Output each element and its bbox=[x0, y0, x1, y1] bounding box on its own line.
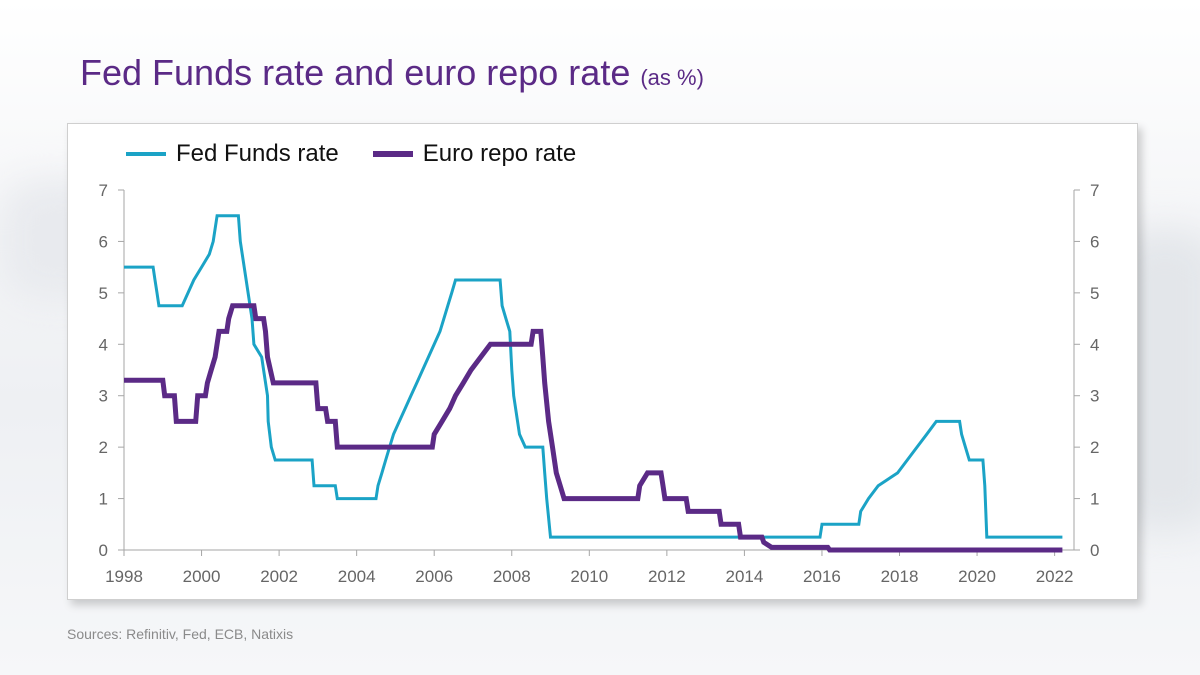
y-tick-label-right: 6 bbox=[1090, 232, 1099, 251]
x-tick-label: 2014 bbox=[725, 567, 763, 586]
legend-label-fed-funds: Fed Funds rate bbox=[176, 140, 339, 167]
y-tick-label-left: 4 bbox=[99, 335, 108, 354]
x-tick-label: 2018 bbox=[881, 567, 919, 586]
y-tick-label-right: 4 bbox=[1090, 335, 1099, 354]
y-tick-label-right: 1 bbox=[1090, 490, 1099, 509]
chart-panel: Fed Funds rate Euro repo rate 0 1 2 3 4 5 6 7 0 1… bbox=[67, 123, 1138, 600]
source-note: Sources: Refinitiv, Fed, ECB, Natixis bbox=[67, 626, 294, 642]
x-tick-label: 2008 bbox=[493, 567, 531, 586]
chart-legend: Fed Funds rate Euro repo rate bbox=[126, 140, 610, 168]
x-tick-label: 2004 bbox=[338, 567, 376, 586]
line-chart: 0 1 2 3 4 5 6 7 0 1 2 3 4 5 6 7 1998 2000 2002 2004 2006 2008… bbox=[99, 181, 1100, 586]
x-tick-label: 2006 bbox=[415, 567, 453, 586]
y-tick-label-left: 3 bbox=[99, 387, 108, 406]
y-tick-label-right: 3 bbox=[1090, 387, 1099, 406]
x-tick-label: 2022 bbox=[1036, 567, 1074, 586]
y-tick-label-right: 2 bbox=[1090, 438, 1099, 457]
x-tick-label: 1998 bbox=[105, 567, 143, 586]
y-tick-label-left: 5 bbox=[99, 284, 108, 303]
y-tick-label-left: 0 bbox=[99, 541, 108, 560]
y-tick-label-left: 2 bbox=[99, 438, 108, 457]
legend-swatch-euro-repo bbox=[372, 151, 413, 157]
x-tick-label: 2002 bbox=[260, 567, 298, 586]
legend-label-euro-repo: Euro repo rate bbox=[422, 140, 577, 167]
x-tick-label: 2000 bbox=[183, 567, 221, 586]
title-unit: (as %) bbox=[640, 65, 704, 90]
y-tick-label-left: 6 bbox=[99, 232, 108, 251]
x-tick-label: 2016 bbox=[803, 567, 841, 586]
y-tick-label-left: 7 bbox=[99, 181, 108, 200]
y-tick-label-right: 5 bbox=[1090, 284, 1099, 303]
y-tick-label-right: 0 bbox=[1090, 541, 1099, 560]
x-tick-label: 2012 bbox=[648, 567, 686, 586]
series-line-fed-funds bbox=[124, 214, 1063, 539]
y-tick-label-right: 7 bbox=[1090, 181, 1099, 200]
x-tick-label: 2020 bbox=[958, 567, 996, 586]
legend-item-fed-funds: Fed Funds rate bbox=[126, 140, 339, 168]
x-tick-label: 2010 bbox=[570, 567, 608, 586]
y-tick-label-left: 1 bbox=[99, 490, 108, 509]
legend-item-euro-repo: Euro repo rate bbox=[372, 140, 577, 168]
legend-swatch-fed-funds bbox=[126, 152, 166, 156]
page-title: Fed Funds rate and euro repo rate (as %) bbox=[80, 52, 704, 94]
title-text: Fed Funds rate and euro repo rate bbox=[80, 52, 631, 93]
series-line-euro-repo bbox=[124, 303, 1063, 553]
